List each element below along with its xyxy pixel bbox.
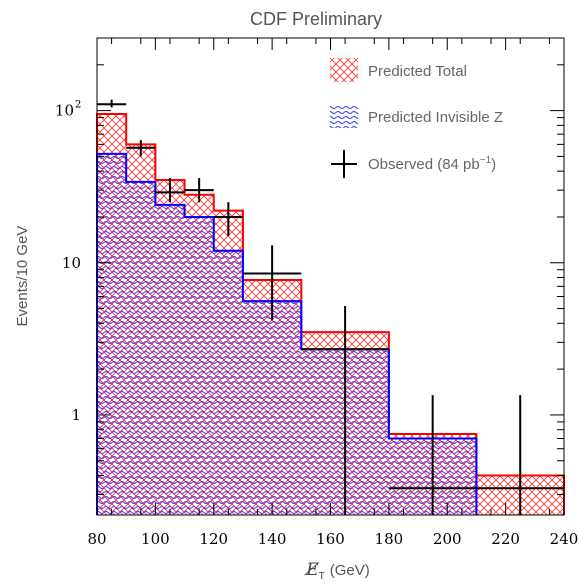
x-axis-label-subscript: T [319, 571, 325, 582]
legend-swatch-predicted-invisible-z [330, 104, 358, 128]
legend-label-predicted-invisible-z: Predicted Invisible Z [368, 109, 503, 126]
y-tick-label: 10 [55, 102, 74, 120]
legend-item-predicted-total: Predicted Total [330, 58, 467, 82]
bar-predicted-invisible-z-overlay [184, 216, 214, 516]
x-tick-label: 120 [199, 530, 228, 548]
bar-predicted-invisible-z-overlay [126, 181, 156, 516]
x-tick-label: 80 [87, 530, 106, 548]
legend-label-predicted-total: Predicted Total [368, 63, 467, 80]
x-tick-label: 160 [316, 530, 345, 548]
y-tick-label: 10 [62, 254, 81, 272]
bar-predicted-invisible-z-overlay [213, 250, 243, 515]
legend-item-observed: Observed (84 pb−1) [331, 150, 496, 178]
legend-label-observed-suffix: ) [491, 156, 496, 173]
legend: Predicted Total Predicted Invisible Z Ob… [330, 58, 503, 178]
bar-predicted-invisible-z-overlay [97, 153, 127, 515]
y-tick-label-exponent: 2 [75, 100, 81, 111]
legend-label-observed-prefix: Observed (84 pb [368, 156, 480, 173]
x-tick-label: 100 [141, 530, 170, 548]
histogram-layer [96, 112, 565, 516]
x-tick-label: 200 [433, 530, 462, 548]
legend-item-predicted-invisible-z: Predicted Invisible Z [330, 104, 503, 128]
x-tick-label: 180 [375, 530, 404, 548]
outline-predicted-invisible-z [96, 152, 478, 515]
legend-swatch-predicted-total [330, 58, 358, 82]
observed-points-layer [97, 99, 564, 515]
legend-label-observed: Observed (84 pb−1) [368, 155, 496, 173]
legend-label-observed-exponent: −1 [480, 155, 492, 166]
y-tick-label: 1 [71, 406, 81, 424]
x-axis-label: E̸T (GeV) [304, 560, 370, 582]
x-axis-label-unit: (GeV) [330, 562, 370, 579]
x-axis-label-symbol: E̸ [304, 560, 320, 580]
chart-title: CDF Preliminary [250, 9, 382, 29]
y-axis-label: Events/10 GeV [14, 226, 31, 327]
bar-predicted-invisible-z-overlay [155, 204, 185, 516]
x-tick-label: 140 [258, 530, 287, 548]
x-tick-label: 220 [491, 530, 520, 548]
x-tick-label: 240 [550, 530, 579, 548]
bar-predicted-invisible-z-overlay [242, 301, 302, 515]
